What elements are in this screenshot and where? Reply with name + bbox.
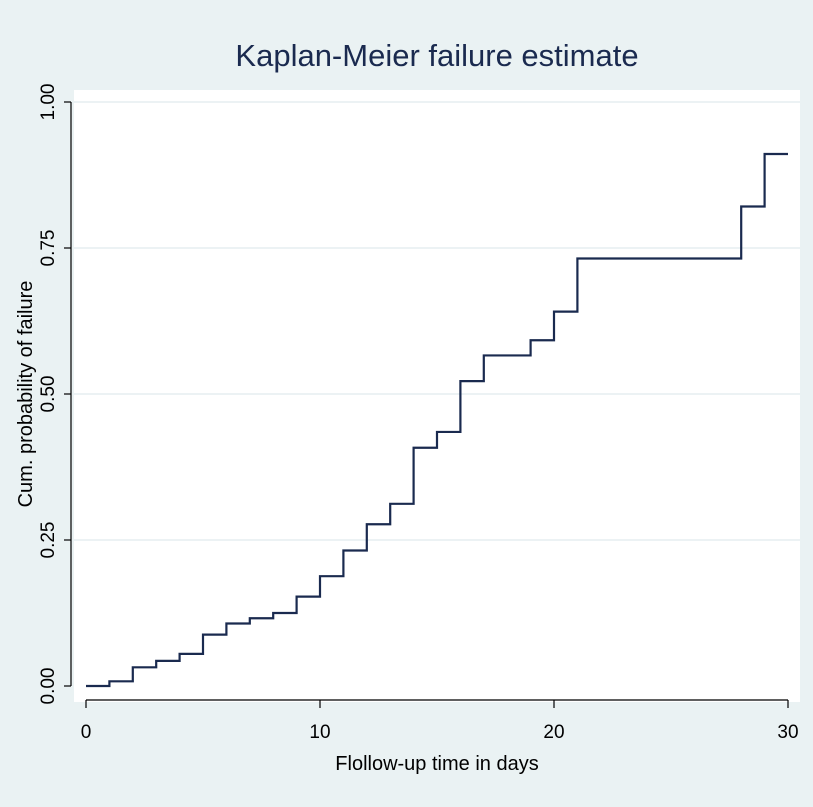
plot-area — [74, 90, 800, 702]
x-tick-label: 10 — [309, 722, 330, 743]
y-tick-label: 0.25 — [38, 522, 59, 559]
y-tick-label: 0.00 — [38, 668, 59, 705]
chart-title: Kaplan-Meier failure estimate — [235, 38, 638, 73]
x-tick-label: 20 — [543, 722, 564, 743]
y-tick-label: 1.00 — [38, 84, 59, 121]
y-tick-label: 0.75 — [38, 230, 59, 267]
x-tick-label: 30 — [777, 722, 798, 743]
x-axis-label: Flollow-up time in days — [335, 753, 538, 775]
y-tick-label: 0.50 — [38, 376, 59, 413]
km-step-curve — [86, 152, 788, 688]
x-ticks: 0 10 20 30 — [81, 700, 799, 743]
x-tick-label: 0 — [81, 722, 92, 743]
y-axis-label: Cum. probability of failure — [15, 281, 37, 508]
grid-lines — [74, 101, 800, 541]
y-ticks: 0.00 0.25 0.50 0.75 1.00 — [38, 84, 71, 705]
